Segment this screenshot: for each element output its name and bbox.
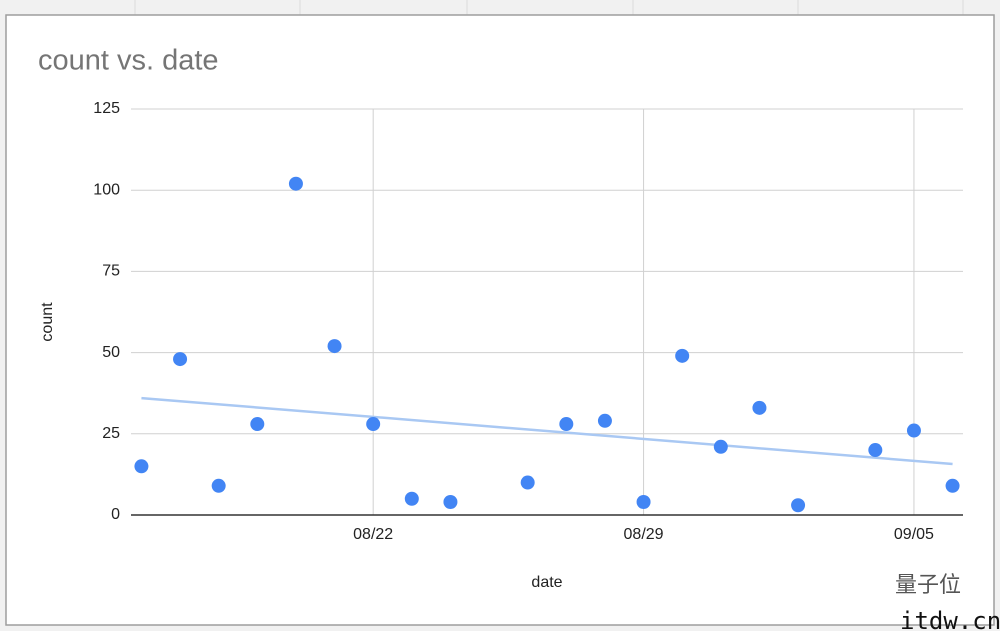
point <box>636 495 651 510</box>
watermark: 量子位 <box>895 572 961 597</box>
y-axis-label: count <box>39 302 56 342</box>
watermark: itdw.cn <box>900 607 1000 631</box>
point <box>366 417 381 432</box>
point <box>945 478 960 493</box>
y-tick-label: 75 <box>102 263 120 280</box>
point <box>713 439 728 454</box>
chart-title: count vs. date <box>38 45 219 77</box>
point <box>868 443 883 458</box>
x-tick-label: 09/05 <box>894 526 934 543</box>
y-tick-label: 0 <box>111 506 120 523</box>
point <box>327 339 342 354</box>
y-tick-label: 50 <box>102 344 120 361</box>
point <box>173 352 188 367</box>
point <box>134 459 149 474</box>
y-tick-label: 100 <box>93 181 120 198</box>
y-tick-label: 25 <box>102 425 120 442</box>
point <box>906 423 921 438</box>
point <box>520 475 535 490</box>
point <box>211 478 226 493</box>
x-tick-label: 08/29 <box>624 526 664 543</box>
chart-card <box>5 14 995 626</box>
y-tick-label: 125 <box>93 100 120 117</box>
x-tick-label: 08/22 <box>353 526 393 543</box>
point <box>250 417 265 432</box>
point <box>559 417 574 432</box>
point <box>752 400 767 415</box>
trendline <box>141 396 953 466</box>
point <box>791 498 806 513</box>
point <box>404 491 419 506</box>
point <box>597 413 612 428</box>
point <box>675 348 690 363</box>
sheet-grid <box>134 0 964 15</box>
x-axis-label: date <box>531 574 562 591</box>
point <box>443 495 458 510</box>
point <box>288 176 303 191</box>
